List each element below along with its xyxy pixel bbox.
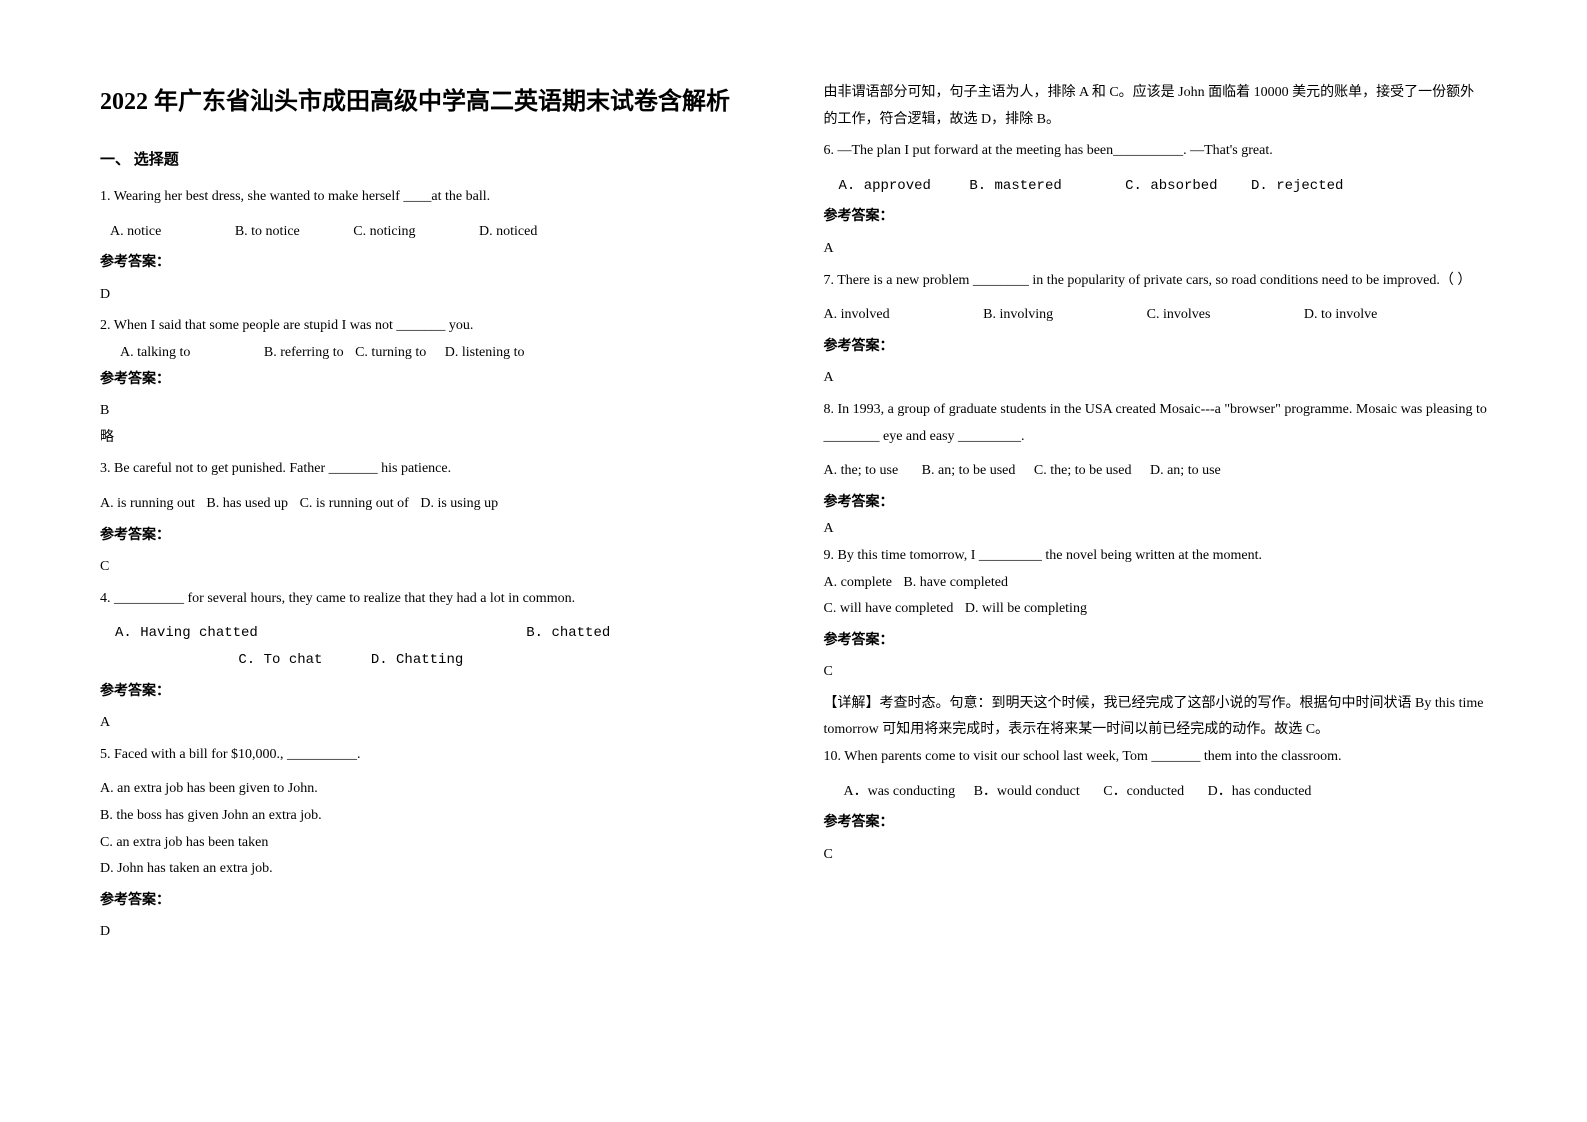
q3-text: 3. Be careful not to get punished. Fathe… xyxy=(100,456,764,483)
q8-options: A. the; to use B. an; to be used C. the;… xyxy=(824,458,1488,485)
q5-opt-a: A. an extra job has been given to John. xyxy=(100,776,764,803)
q3-opt-a: A. is running out xyxy=(100,491,195,518)
q7-answer-label: 参考答案： xyxy=(824,334,1488,361)
q2-note: 略 xyxy=(100,425,764,452)
q3-opt-b: B. has used up xyxy=(206,491,288,518)
q4-opt-a: A. Having chatted xyxy=(115,620,258,647)
q3-answer: C xyxy=(100,554,764,581)
q1-opt-d: D. noticed xyxy=(479,219,537,246)
q10-opt-b: B．would conduct xyxy=(974,779,1080,806)
q6-text: 6. —The plan I put forward at the meetin… xyxy=(824,138,1488,165)
q8-opt-c: C. the; to be used xyxy=(1034,458,1132,485)
q1-answer-label: 参考答案： xyxy=(100,250,764,277)
q7-options: A. involved B. involving C. involves D. … xyxy=(824,302,1488,329)
q2-opt-a: A. talking to xyxy=(120,340,190,367)
q1-opt-c: C. noticing xyxy=(353,219,415,246)
q6-options: A. approved B. mastered C. absorbed D. r… xyxy=(824,173,1488,200)
q4-opt-d: D. Chatting xyxy=(371,647,463,674)
q10-opt-a: A．was conducting xyxy=(844,779,956,806)
q2-answer-label: 参考答案： xyxy=(100,367,764,394)
q7-answer: A xyxy=(824,365,1488,392)
q5-options: A. an extra job has been given to John. … xyxy=(100,776,764,882)
q6-opt-a: A. approved xyxy=(839,173,931,200)
q10-answer: C xyxy=(824,842,1488,869)
q9-options: A. complete B. have completed C. will ha… xyxy=(824,570,1488,623)
q6-opt-c: C. absorbed xyxy=(1125,173,1217,200)
q7-text: 7. There is a new problem ________ in th… xyxy=(824,268,1488,295)
left-column: 2022 年广东省汕头市成田高级中学高二英语期末试卷含解析 一、 选择题 1. … xyxy=(100,80,764,951)
q8-answer-label: 参考答案： xyxy=(824,490,1488,517)
q3-answer-label: 参考答案： xyxy=(100,523,764,550)
q9-opt-a: A. complete xyxy=(824,570,892,597)
q9-opt-d: D. will be completing xyxy=(965,596,1087,623)
q6-answer-label: 参考答案： xyxy=(824,204,1488,231)
q1-answer: D xyxy=(100,282,764,309)
q9-answer: C xyxy=(824,659,1488,686)
q2-answer: B xyxy=(100,398,764,425)
q5-answer: D xyxy=(100,919,764,946)
q8-text: 8. In 1993, a group of graduate students… xyxy=(824,397,1488,450)
q5-answer-label: 参考答案： xyxy=(100,888,764,915)
q1-options: A. notice B. to notice C. noticing D. no… xyxy=(100,219,764,246)
right-column: 由非谓语部分可知，句子主语为人，排除 A 和 C。应该是 John 面临着 10… xyxy=(824,80,1488,951)
q4-answer: A xyxy=(100,710,764,737)
q5-text: 5. Faced with a bill for $10,000., _____… xyxy=(100,742,764,769)
q7-opt-b: B. involving xyxy=(983,302,1053,329)
q5-opt-d: D. John has taken an extra job. xyxy=(100,856,764,883)
q10-text: 10. When parents come to visit our schoo… xyxy=(824,744,1488,771)
q1-opt-b: B. to notice xyxy=(235,219,300,246)
q9-opt-c: C. will have completed xyxy=(824,596,954,623)
q8-opt-b: B. an; to be used xyxy=(922,458,1016,485)
q9-opt-b: B. have completed xyxy=(903,570,1008,597)
q8-opt-a: A. the; to use xyxy=(824,458,899,485)
q2-opt-d: D. listening to xyxy=(445,340,525,367)
q3-options: A. is running out B. has used up C. is r… xyxy=(100,491,764,518)
section-header: 一、 选择题 xyxy=(100,146,764,175)
q6-opt-d: D. rejected xyxy=(1251,173,1343,200)
q3-opt-c: C. is running out of xyxy=(300,491,409,518)
q4-opt-c: C. To chat xyxy=(238,647,322,674)
q4-opt-b: B. chatted xyxy=(526,620,610,647)
q2-opt-b: B. referring to xyxy=(264,340,344,367)
q4-options: A. Having chatted B. chatted C. To chat … xyxy=(100,620,764,673)
q5-opt-b: B. the boss has given John an extra job. xyxy=(100,803,764,830)
q2-options: A. talking to B. referring to C. turning… xyxy=(100,340,764,367)
q10-opt-d: D．has conducted xyxy=(1208,779,1312,806)
q9-explanation: 【详解】考查时态。句意：到明天这个时候，我已经完成了这部小说的写作。根据句中时间… xyxy=(824,691,1488,744)
q7-opt-d: D. to involve xyxy=(1304,302,1378,329)
q10-options: A．was conducting B．would conduct C．condu… xyxy=(824,779,1488,806)
q10-opt-c: C．conducted xyxy=(1103,779,1184,806)
q4-text: 4. __________ for several hours, they ca… xyxy=(100,586,764,613)
q10-answer-label: 参考答案： xyxy=(824,810,1488,837)
q5-explanation: 由非谓语部分可知，句子主语为人，排除 A 和 C。应该是 John 面临着 10… xyxy=(824,80,1488,133)
q5-opt-c: C. an extra job has been taken xyxy=(100,830,764,857)
q6-answer: A xyxy=(824,236,1488,263)
q2-text: 2. When I said that some people are stup… xyxy=(100,313,764,340)
q8-answer: A xyxy=(824,516,1488,543)
q1-opt-a: A. notice xyxy=(110,219,161,246)
q6-opt-b: B. mastered xyxy=(969,173,1061,200)
q3-opt-d: D. is using up xyxy=(420,491,498,518)
q2-opt-c: C. turning to xyxy=(355,340,426,367)
q9-answer-label: 参考答案： xyxy=(824,628,1488,655)
q9-text: 9. By this time tomorrow, I _________ th… xyxy=(824,543,1488,570)
q8-opt-d: D. an; to use xyxy=(1150,458,1221,485)
q4-answer-label: 参考答案： xyxy=(100,679,764,706)
page-title: 2022 年广东省汕头市成田高级中学高二英语期末试卷含解析 xyxy=(100,80,764,126)
q7-opt-a: A. involved xyxy=(824,302,890,329)
q7-opt-c: C. involves xyxy=(1147,302,1211,329)
q1-text: 1. Wearing her best dress, she wanted to… xyxy=(100,184,764,211)
